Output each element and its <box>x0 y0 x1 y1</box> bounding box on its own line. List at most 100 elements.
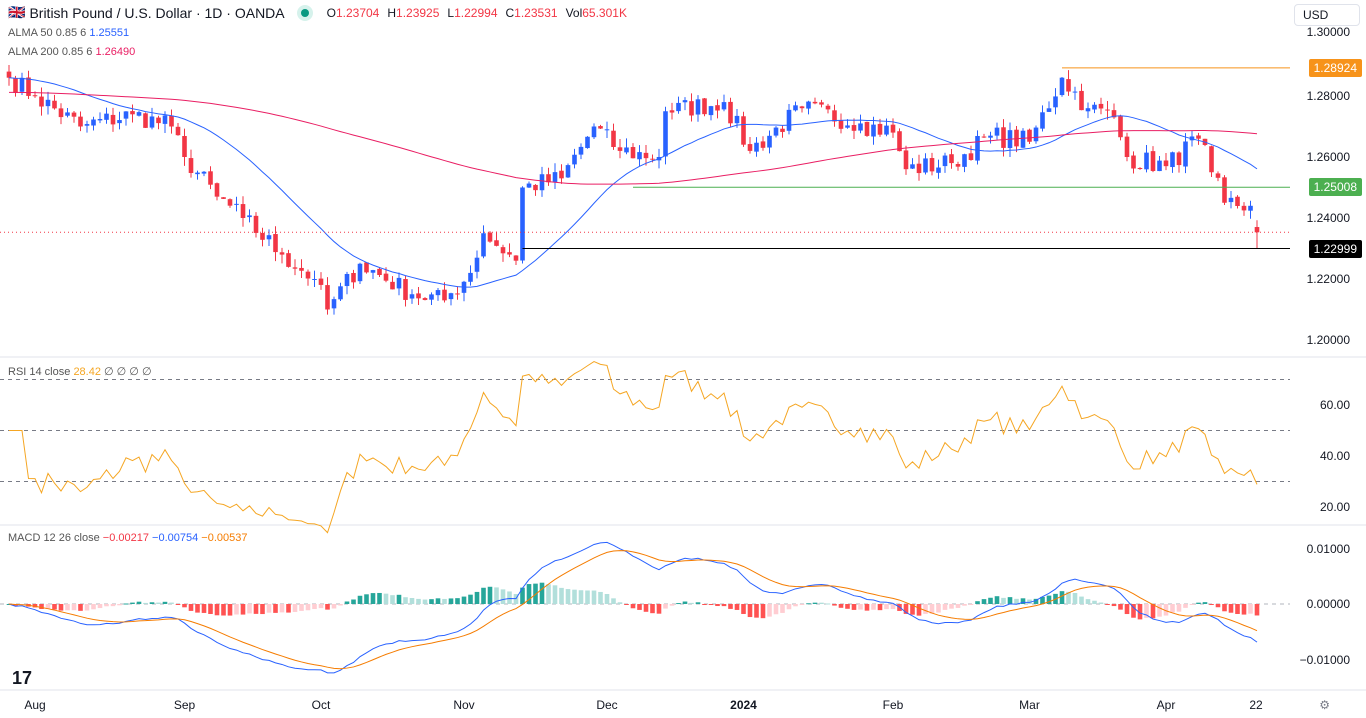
candle <box>916 163 922 174</box>
price-level-tag: 1.28924 <box>1308 58 1362 77</box>
macd-histogram-bar <box>1209 604 1214 605</box>
macd-histogram-bar <box>58 604 64 611</box>
candle <box>533 184 538 191</box>
macd-histogram-bar <box>702 604 707 605</box>
candle <box>266 235 272 240</box>
candle <box>793 105 798 111</box>
candle <box>273 234 278 253</box>
rsi-axis-label: 60.00 <box>1319 398 1350 412</box>
candle <box>962 154 967 167</box>
macd-histogram-bar <box>396 594 402 604</box>
candle <box>936 167 941 173</box>
macd-histogram-bar <box>552 585 558 604</box>
macd-histogram-bar <box>858 604 863 610</box>
macd-histogram-bar <box>143 602 148 604</box>
candle <box>858 123 863 131</box>
macd-histogram-bar <box>91 604 96 610</box>
price-axis-label: 1.30000 <box>1306 25 1350 39</box>
macd-histogram-bar <box>1157 604 1162 617</box>
macd-histogram-bar <box>1033 598 1039 604</box>
price-level-tag: 1.22999 <box>1308 239 1362 258</box>
macd-legend[interactable]: MACD 12 26 close −0.00217 −0.00754 −0.00… <box>8 532 248 544</box>
candle <box>754 142 759 152</box>
candle <box>1170 152 1175 168</box>
time-axis-label: Sep <box>173 698 196 712</box>
candle <box>175 126 181 136</box>
alma200-legend[interactable]: ALMA 200 0.85 6 1.26490 <box>8 46 136 58</box>
candle <box>78 116 83 127</box>
macd-axis-label: 0.01000 <box>1306 541 1350 556</box>
currency-select[interactable]: USD <box>1294 4 1360 26</box>
ohlc-values: O1.23704 H1.23925 L1.22994 C1.23531 Vol65.30… <box>326 5 627 20</box>
candle <box>182 136 187 157</box>
macd-histogram-bar <box>559 587 564 604</box>
macd-histogram-bar <box>1228 604 1234 613</box>
macd-histogram-bar <box>650 604 655 614</box>
candle <box>773 127 779 136</box>
candle <box>890 124 896 133</box>
tradingview-logo[interactable]: 17 <box>12 668 33 688</box>
candle <box>955 164 961 167</box>
macd-histogram-bar <box>877 604 883 611</box>
candle <box>195 172 200 175</box>
candle <box>71 112 77 117</box>
macd-histogram-bar <box>247 604 252 614</box>
macd-histogram-bar <box>117 604 122 606</box>
candle <box>650 158 655 160</box>
candle <box>325 285 330 310</box>
time-axis-label: Dec <box>596 698 618 712</box>
candle <box>715 105 720 111</box>
candle <box>994 127 1000 136</box>
candle <box>903 150 909 170</box>
macd-histogram-bar <box>357 595 363 604</box>
candle <box>663 111 668 157</box>
alma50-legend[interactable]: ALMA 50 0.85 6 1.25551 <box>8 27 130 39</box>
settings-icon[interactable]: ⚙ <box>1319 698 1330 712</box>
macd-histogram-bar <box>104 604 109 607</box>
rsi-legend[interactable]: RSI 14 close 28.42 ∅ ∅ ∅ ∅ <box>8 366 152 378</box>
candle <box>1059 77 1065 96</box>
candle <box>682 100 688 103</box>
macd-histogram-bar <box>572 589 577 604</box>
candle <box>520 187 525 261</box>
macd-histogram-bar <box>1098 602 1104 604</box>
macd-histogram-bar <box>403 597 408 604</box>
macd-histogram-bar <box>637 604 642 610</box>
macd-histogram-bar <box>1235 604 1240 614</box>
candle <box>416 293 421 299</box>
candle <box>676 102 681 112</box>
macd-histogram-bar <box>884 604 889 610</box>
macd-histogram-bar <box>1085 599 1091 604</box>
symbol-title[interactable]: British Pound / U.S. Dollar · 1D · OANDA <box>29 4 285 21</box>
macd-histogram-bar <box>1176 604 1182 612</box>
macd-histogram-bar <box>182 604 187 608</box>
candle <box>253 215 259 233</box>
macd-histogram-bar <box>325 604 330 610</box>
candle <box>403 279 408 300</box>
macd-histogram-bar <box>149 602 155 604</box>
candle <box>526 183 532 188</box>
macd-histogram-bar <box>721 604 727 607</box>
candle <box>32 95 38 97</box>
macd-histogram-bar <box>565 589 571 604</box>
macd-histogram-bar <box>52 604 57 610</box>
candle <box>221 197 226 199</box>
macd-histogram-bar <box>682 601 688 604</box>
macd-histogram-bar <box>773 604 779 615</box>
candle <box>1085 108 1091 112</box>
macd-histogram-bar <box>1014 598 1019 604</box>
macd-histogram-bar <box>786 604 792 610</box>
macd-histogram-bar <box>1222 604 1227 612</box>
time-axis-label: Mar <box>1019 698 1040 712</box>
candle <box>422 298 428 301</box>
candle <box>1254 227 1260 233</box>
macd-histogram-bar <box>1196 602 1201 604</box>
macd-histogram-bar <box>689 602 694 604</box>
candle <box>819 102 824 105</box>
macd-histogram-bar <box>390 595 395 604</box>
candle <box>591 126 597 138</box>
macd-histogram-bar <box>429 599 434 604</box>
candle <box>370 270 376 273</box>
macd-histogram-bar <box>169 602 174 604</box>
